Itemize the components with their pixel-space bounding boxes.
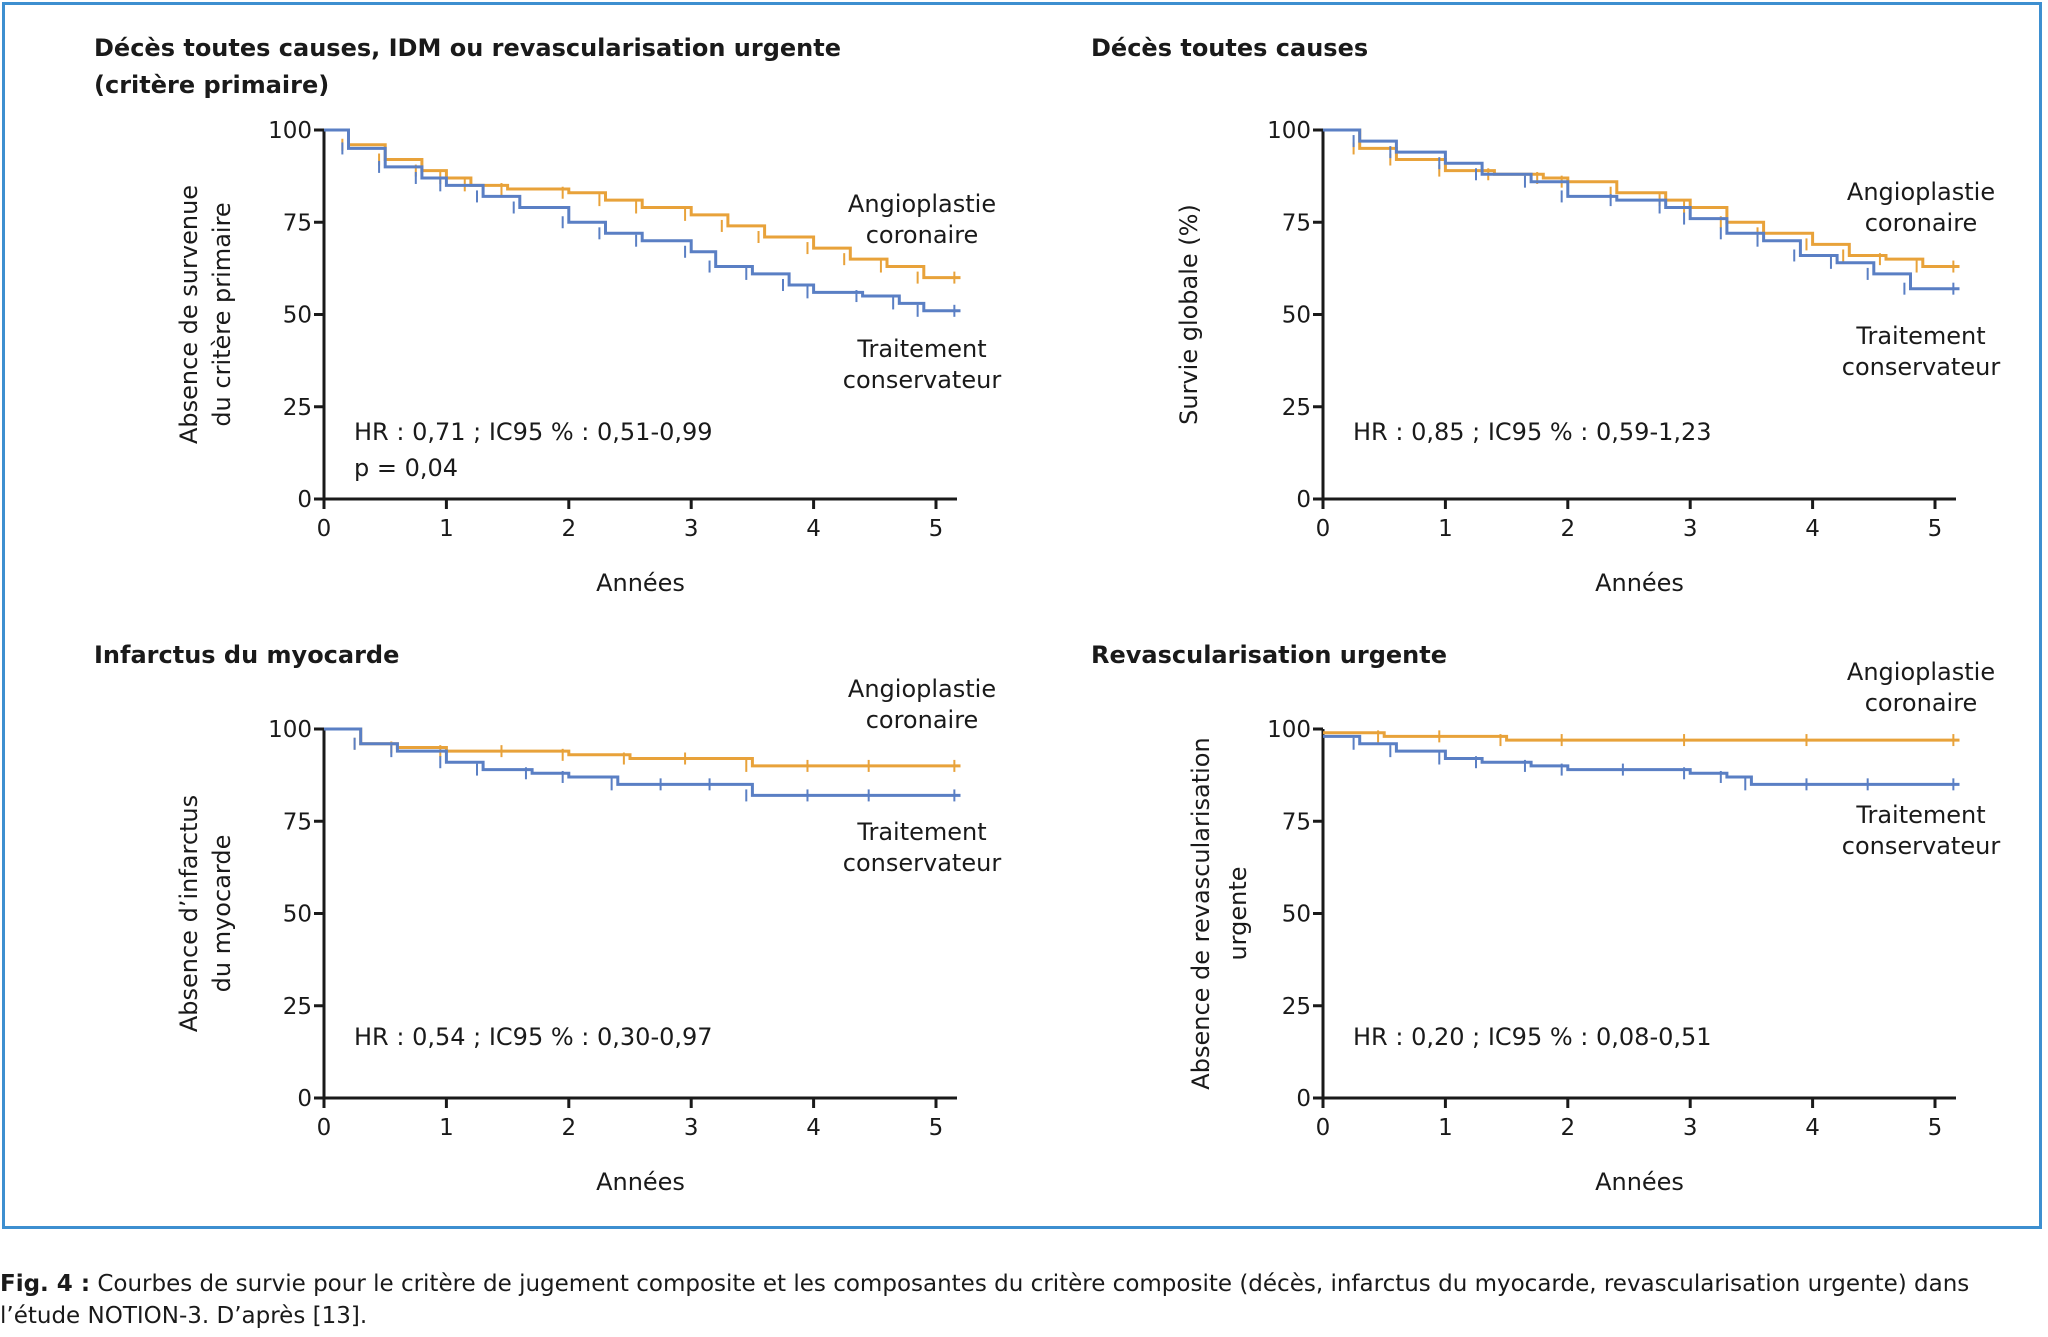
y-axis-label: du critère primaire [208, 202, 236, 426]
chart-title: Décès toutes causes, IDM ou revascularis… [94, 34, 841, 62]
y-axis-label: Absence de revascularisation [1187, 737, 1215, 1089]
x-tick-label: 4 [1805, 516, 1820, 542]
series-line-conservateur [1323, 734, 1960, 786]
series-label: coronaire [1865, 209, 1978, 237]
figure-caption: Fig. 4 : Courbes de survie pour le critè… [0, 1268, 2046, 1332]
hr-annotation: HR : 0,71 ; IC95 % : 0,51-0,99 [354, 418, 713, 446]
y-tick-label: 100 [1267, 118, 1311, 144]
series-label: Traitement [856, 335, 986, 363]
x-tick-label: 1 [439, 516, 454, 542]
series-line-angioplastie [1323, 731, 1960, 742]
x-tick-label: 3 [1683, 516, 1698, 542]
y-tick-label: 25 [283, 994, 312, 1020]
series-label: conservateur [1842, 832, 2001, 860]
x-axis-label: Années [1595, 569, 1684, 597]
series-label: coronaire [866, 706, 979, 734]
chart-panel-2: Décès toutes causes 0 25 50 75 100 0 1 2 3 4 5 Année… [1091, 34, 2000, 597]
chart-title: Infarctus du myocarde [94, 641, 399, 669]
y-tick-label: 100 [1267, 717, 1311, 743]
x-tick-label: 5 [1928, 516, 1943, 542]
y-tick-label: 0 [1296, 1086, 1311, 1112]
series-label: Angioplastie [848, 190, 996, 218]
x-tick-label: 2 [1560, 516, 1575, 542]
chart-panel-1: Décès toutes causes, IDM ou revascularis… [94, 34, 1001, 597]
chart-panel-4: Revascularisation urgente 0 25 50 75 100 0 1 2 3 4… [1091, 641, 2000, 1196]
x-tick-label: 4 [1805, 1115, 1820, 1141]
series-line-conservateur [324, 727, 961, 797]
y-tick-label: 50 [283, 303, 312, 329]
series-label: Traitement [856, 818, 986, 846]
caption-label: Fig. 4 : [0, 1271, 91, 1297]
chart-title: Décès toutes causes [1091, 34, 1368, 62]
x-tick-label: 4 [806, 1115, 821, 1141]
series-line-angioplastie [324, 128, 961, 280]
hr-annotation: HR : 0,20 ; IC95 % : 0,08-0,51 [1353, 1023, 1712, 1051]
series-label: coronaire [866, 221, 979, 249]
y-tick-label: 25 [1282, 994, 1311, 1020]
series-line-conservateur [324, 128, 961, 313]
series-label: Traitement [1855, 322, 1985, 350]
hr-annotation: p = 0,04 [354, 454, 458, 482]
y-tick-label: 75 [1282, 809, 1311, 835]
x-axis-label: Années [596, 569, 685, 597]
x-tick-label: 1 [1438, 516, 1453, 542]
x-tick-label: 4 [806, 516, 821, 542]
series-label: conservateur [1842, 353, 2001, 381]
series-label: conservateur [843, 849, 1002, 877]
y-axis-label: urgente [1224, 866, 1252, 960]
km-curves-figure: Décès toutes causes, IDM ou revascularis… [94, 34, 2000, 1196]
y-axis-label: du myocarde [208, 835, 236, 993]
x-tick-label: 3 [684, 516, 699, 542]
x-tick-label: 2 [561, 516, 576, 542]
x-tick-label: 0 [317, 516, 332, 542]
y-tick-label: 100 [268, 717, 312, 743]
series-label: Angioplastie [848, 675, 996, 703]
y-axis-label: Absence de survenue [175, 185, 203, 444]
x-tick-label: 1 [1438, 1115, 1453, 1141]
series-label: coronaire [1865, 689, 1978, 717]
y-tick-label: 0 [297, 1086, 312, 1112]
y-tick-label: 50 [283, 902, 312, 928]
y-tick-label: 75 [283, 210, 312, 236]
x-tick-label: 5 [929, 516, 944, 542]
x-tick-label: 0 [317, 1115, 332, 1141]
x-axis-label: Années [596, 1168, 685, 1196]
hr-annotation: HR : 0,85 ; IC95 % : 0,59-1,23 [1353, 418, 1712, 446]
caption-text: Courbes de survie pour le critère de jug… [0, 1271, 1970, 1329]
series-label: Angioplastie [1847, 658, 1995, 686]
series-line-conservateur [1323, 128, 1960, 291]
chart-title: Revascularisation urgente [1091, 641, 1447, 669]
series-label: Traitement [1855, 801, 1985, 829]
y-tick-label: 75 [283, 809, 312, 835]
y-tick-label: 75 [1282, 210, 1311, 236]
x-tick-label: 1 [439, 1115, 454, 1141]
x-axis-label: Années [1595, 1168, 1684, 1196]
x-tick-label: 3 [684, 1115, 699, 1141]
y-tick-label: 100 [268, 118, 312, 144]
hr-annotation: HR : 0,54 ; IC95 % : 0,30-0,97 [354, 1023, 713, 1051]
x-tick-label: 5 [929, 1115, 944, 1141]
y-tick-label: 0 [1296, 487, 1311, 513]
x-tick-label: 0 [1316, 516, 1331, 542]
y-axis-label: Absence d’infarctus [175, 795, 203, 1032]
x-tick-label: 0 [1316, 1115, 1331, 1141]
y-tick-label: 25 [1282, 395, 1311, 421]
y-tick-label: 25 [283, 395, 312, 421]
series-line-angioplastie [324, 727, 961, 768]
y-tick-label: 50 [1282, 902, 1311, 928]
x-tick-label: 2 [1560, 1115, 1575, 1141]
x-tick-label: 3 [1683, 1115, 1698, 1141]
chart-title: (critère primaire) [94, 71, 329, 99]
figure-frame [2, 2, 2042, 1229]
series-label: Angioplastie [1847, 178, 1995, 206]
series-label: conservateur [843, 366, 1002, 394]
y-axis-label: Survie globale (%) [1175, 204, 1203, 425]
x-tick-label: 5 [1928, 1115, 1943, 1141]
y-tick-label: 50 [1282, 303, 1311, 329]
y-tick-label: 0 [297, 487, 312, 513]
chart-panel-3: Infarctus du myocarde 0 25 50 75 100 0 1 2 3 4 5 Ann… [94, 641, 1001, 1196]
x-tick-label: 2 [561, 1115, 576, 1141]
